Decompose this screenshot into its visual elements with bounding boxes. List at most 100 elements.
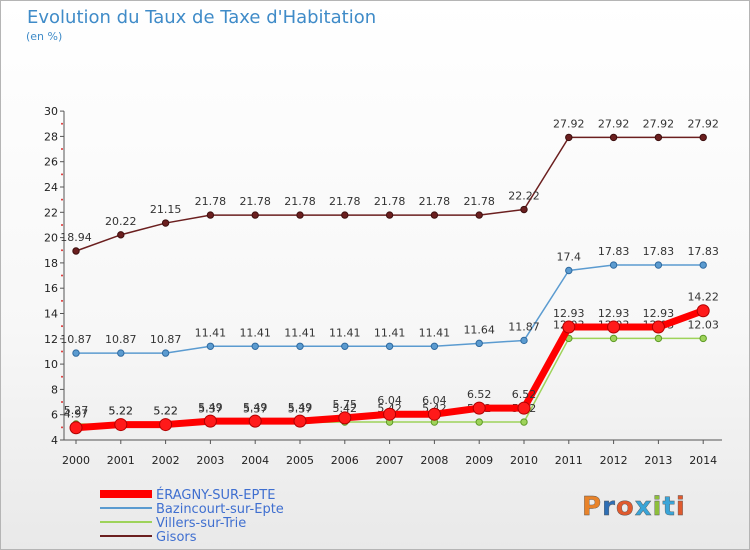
data-label: 5.49 <box>198 401 223 414</box>
y-tick-label: 4 <box>51 434 58 447</box>
y-minor-tick <box>61 350 63 353</box>
y-minor-tick <box>61 198 63 201</box>
data-point <box>565 133 573 142</box>
y-tick-label: 22 <box>44 206 58 219</box>
logo-letter: i <box>652 492 663 522</box>
data-point <box>699 261 707 269</box>
data-label: 14.22 <box>687 291 719 304</box>
logo-letter: i <box>675 492 686 522</box>
y-tick-label: 28 <box>44 130 58 143</box>
data-label: 21.78 <box>239 195 271 208</box>
data-label: 21.78 <box>374 195 406 208</box>
y-minor-tick <box>61 375 63 378</box>
logo-letter: x <box>634 492 653 522</box>
data-label: 20.22 <box>105 215 137 228</box>
data-point <box>475 339 483 348</box>
data-label: 11.41 <box>419 326 451 339</box>
x-tick-label: 2013 <box>644 454 672 467</box>
data-label: 5.22 <box>109 405 134 418</box>
data-label: 11.41 <box>195 326 227 339</box>
data-label: 5.37 <box>198 403 223 416</box>
data-label: 10.87 <box>105 333 137 346</box>
data-point <box>203 414 217 428</box>
data-point <box>609 133 618 142</box>
y-tick-label: 6 <box>51 409 58 422</box>
data-point <box>385 211 394 219</box>
y-tick-label: 30 <box>44 105 58 118</box>
data-point <box>251 211 259 219</box>
data-point <box>248 414 262 428</box>
x-tick-label: 2011 <box>555 454 583 467</box>
series-bazincourt-sur-epte: 10.87 10.87 10.87 11.41 11.41 11.41 11.41 11.41… <box>60 245 719 357</box>
data-label: 11.87 <box>508 320 540 333</box>
x-tick-label: 2014 <box>689 454 717 467</box>
data-label: 11.41 <box>239 326 271 339</box>
data-point <box>69 421 83 435</box>
data-label: 5.22 <box>153 405 178 418</box>
data-point <box>520 418 528 426</box>
data-label: 11.64 <box>463 323 495 336</box>
data-point <box>385 342 394 350</box>
data-point <box>383 407 397 421</box>
data-label: 10.87 <box>150 333 182 346</box>
data-point <box>341 211 349 219</box>
data-point <box>517 401 531 415</box>
data-point <box>72 349 80 357</box>
data-point <box>430 342 439 350</box>
y-tick-label: 26 <box>44 156 58 169</box>
logo-letter: o <box>615 492 635 522</box>
y-tick-label: 18 <box>44 257 58 270</box>
chart-unit-label: (en %) <box>26 30 63 43</box>
data-label: 21.15 <box>150 203 182 216</box>
data-label: 11.41 <box>329 326 361 339</box>
data-point <box>565 266 573 275</box>
series-eragny-sur-epte: 4.97 5.22 5.22 5.49 5.49 5.49 5.75 6.04 6.04 6.52… <box>64 291 719 435</box>
x-tick-label: 2002 <box>152 454 180 467</box>
data-label: 5.27 <box>64 404 89 417</box>
data-point <box>654 334 663 343</box>
data-point <box>161 349 170 357</box>
proxiti-logo: Proxiti <box>582 492 686 522</box>
x-tick-label: 2005 <box>286 454 314 467</box>
y-minor-tick <box>61 122 63 125</box>
x-tick-label: 2012 <box>600 454 628 467</box>
y-tick-label: 20 <box>44 232 58 245</box>
data-label: 5.22 <box>153 405 178 418</box>
data-label: 22.22 <box>508 190 540 203</box>
logo-letter: r <box>602 492 616 522</box>
data-point <box>475 211 483 219</box>
x-tick-label: 2010 <box>510 454 538 467</box>
data-point <box>206 211 215 219</box>
data-point <box>520 205 528 214</box>
data-point <box>696 304 710 318</box>
series-gisors: 18.94 20.22 21.15 21.78 21.78 21.78 21.78 21.78… <box>60 117 719 255</box>
data-label: 21.78 <box>419 195 451 208</box>
data-point <box>430 211 439 219</box>
y-tick-label: 16 <box>44 282 58 295</box>
data-point <box>654 133 663 142</box>
data-point <box>472 401 486 415</box>
data-point <box>651 320 665 334</box>
data-label: 5.75 <box>333 398 358 411</box>
legend-label: ÉRAGNY-SUR-EPTE <box>156 487 275 503</box>
data-label: 6.04 <box>422 394 447 407</box>
legend-label: Gisors <box>156 530 197 545</box>
data-point <box>609 334 618 343</box>
data-point <box>607 320 621 334</box>
data-label: 12.93 <box>598 307 630 320</box>
data-point <box>72 247 80 255</box>
data-label: 12.03 <box>687 318 719 331</box>
x-tick-label: 2003 <box>196 454 224 467</box>
chart-title: Evolution du Taux de Taxe d'Habitation <box>27 7 377 28</box>
x-tick-label: 2008 <box>420 454 448 467</box>
data-label: 4.97 <box>64 408 89 421</box>
x-tick-label: 2007 <box>376 454 404 467</box>
data-label: 17.83 <box>687 245 719 258</box>
y-minor-tick <box>61 401 63 404</box>
data-point <box>427 407 441 421</box>
data-point <box>296 342 304 350</box>
x-tick-label: 2006 <box>331 454 359 467</box>
data-label: 11.41 <box>374 326 406 339</box>
